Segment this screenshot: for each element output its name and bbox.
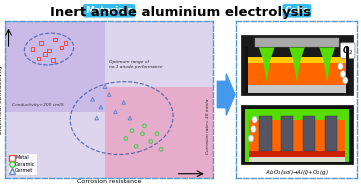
Point bbox=[38, 41, 44, 44]
Circle shape bbox=[343, 77, 348, 84]
Text: Materials: Materials bbox=[85, 6, 133, 15]
Point bbox=[148, 140, 153, 143]
Polygon shape bbox=[323, 60, 331, 82]
Point bbox=[50, 59, 56, 62]
Point bbox=[30, 47, 35, 50]
Bar bbox=[346, 47, 349, 93]
Circle shape bbox=[340, 71, 345, 77]
Text: O$_2$: O$_2$ bbox=[342, 44, 353, 57]
Point bbox=[46, 49, 52, 52]
Point bbox=[129, 129, 135, 132]
Bar bbox=[281, 116, 293, 151]
Bar bbox=[245, 109, 349, 162]
Circle shape bbox=[251, 125, 256, 132]
Polygon shape bbox=[259, 47, 275, 60]
Text: Inert anode aluminium electrolysis: Inert anode aluminium electrolysis bbox=[50, 6, 311, 19]
Circle shape bbox=[252, 116, 257, 123]
Point bbox=[127, 117, 133, 120]
Bar bbox=[105, 87, 213, 178]
Point bbox=[139, 132, 145, 135]
Point bbox=[42, 52, 48, 55]
FancyArrow shape bbox=[217, 74, 235, 115]
Text: $\mathit{Al_2O_3}$(sol)→$\mathit{Al}$(l)+$\mathit{O_2}$(g): $\mathit{Al_2O_3}$(sol)→$\mathit{Al}$(l)… bbox=[265, 168, 329, 177]
Text: Cells: Cells bbox=[285, 6, 309, 15]
Point bbox=[52, 38, 58, 41]
Point bbox=[63, 41, 69, 44]
Circle shape bbox=[248, 135, 254, 142]
Bar bbox=[245, 47, 248, 93]
Bar bbox=[248, 120, 345, 154]
Point bbox=[121, 101, 127, 104]
Bar bbox=[245, 57, 349, 63]
Legend: Metal, Ceramic, Cermet: Metal, Ceramic, Cermet bbox=[8, 153, 38, 175]
Point bbox=[158, 148, 164, 151]
Point bbox=[90, 98, 95, 101]
Point bbox=[94, 117, 100, 120]
Polygon shape bbox=[319, 47, 335, 60]
Circle shape bbox=[338, 63, 343, 70]
Point bbox=[36, 57, 42, 60]
Point bbox=[154, 132, 160, 135]
Point bbox=[98, 105, 104, 108]
Bar bbox=[241, 105, 353, 163]
Point bbox=[142, 124, 147, 127]
Bar bbox=[248, 151, 345, 159]
Point bbox=[113, 110, 118, 113]
Bar bbox=[5, 21, 105, 112]
Point bbox=[106, 93, 112, 96]
Bar bbox=[303, 116, 315, 151]
Bar bbox=[248, 157, 345, 162]
Text: Conductivity>200 cm/S: Conductivity>200 cm/S bbox=[12, 103, 63, 107]
X-axis label: Corrosion resistance: Corrosion resistance bbox=[77, 179, 142, 184]
Bar bbox=[325, 116, 337, 151]
Point bbox=[133, 145, 139, 148]
Point bbox=[102, 85, 108, 88]
Bar bbox=[245, 57, 349, 85]
Y-axis label: Electrical concuctivity: Electrical concuctivity bbox=[0, 64, 3, 134]
Point bbox=[123, 137, 129, 140]
Polygon shape bbox=[263, 60, 270, 82]
Bar bbox=[260, 116, 271, 151]
Bar bbox=[255, 38, 339, 47]
Polygon shape bbox=[241, 35, 353, 94]
Point bbox=[58, 46, 64, 49]
Text: Corrosion rate< 10 mm/a: Corrosion rate< 10 mm/a bbox=[206, 99, 210, 154]
Polygon shape bbox=[289, 47, 305, 60]
Bar bbox=[245, 85, 349, 93]
Text: Optimum range of
no.1 anode performance: Optimum range of no.1 anode performance bbox=[109, 60, 163, 69]
Polygon shape bbox=[293, 60, 301, 82]
